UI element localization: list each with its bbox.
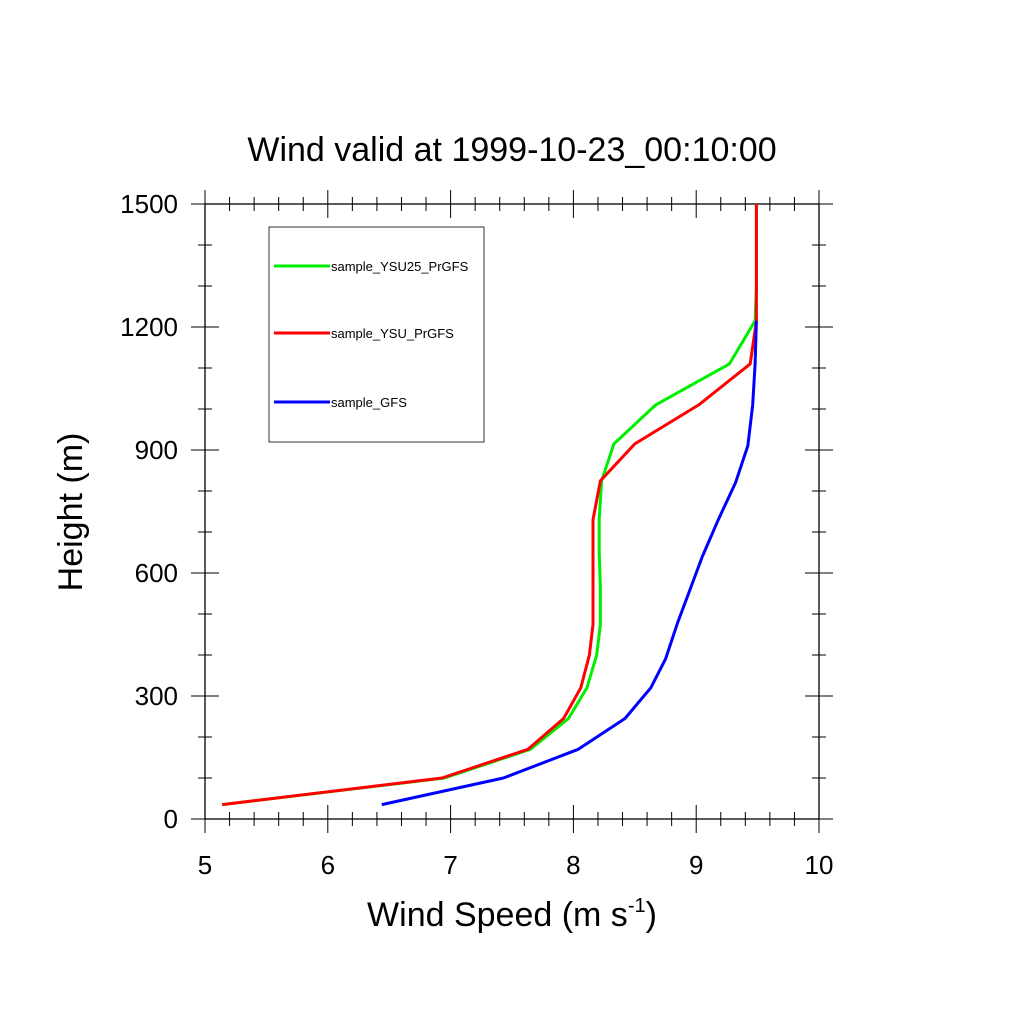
x-tick-label: 8 [566,850,580,880]
chart-title: Wind valid at 1999-10-23_00:10:00 [247,131,776,169]
series-line-sample_YSU_PrGFS [222,204,758,807]
x-tick-labels: 5 6 7 8 9 10 [198,850,834,880]
legend-label: sample_YSU25_PrGFS [331,259,469,274]
y-tick-label: 1500 [120,189,178,219]
x-tick-label: 6 [321,850,335,880]
legend-label: sample_GFS [331,395,407,410]
series-line-sample_YSU25_PrGFS [222,204,758,807]
x-tick-label: 10 [805,850,834,880]
x-axis-label-superscript: -1 [628,895,646,917]
plot-frame [204,203,820,820]
x-axis-label: Wind Speed (m s-1) [367,895,657,934]
legend: sample_YSU25_PrGFS sample_YSU_PrGFSsample… [268,226,485,443]
y-axis-label: Height (m) [52,433,90,592]
x-tick-label: 5 [198,850,212,880]
series-line-sample_GFS [381,320,758,807]
y-tick-label: 900 [135,435,178,465]
y-tick-labels: 0 300 600 900 1200 1500 [120,189,178,834]
x-tick-label: 9 [689,850,703,880]
y-tick-label: 0 [164,804,178,834]
y-tick-label: 300 [135,681,178,711]
legend-label: sample_YSU_PrGFS [331,326,454,341]
axis-ticks [191,190,833,833]
series-lines [222,204,758,807]
x-tick-label: 7 [443,850,457,880]
y-tick-label: 600 [135,558,178,588]
y-tick-label: 1200 [120,312,178,342]
